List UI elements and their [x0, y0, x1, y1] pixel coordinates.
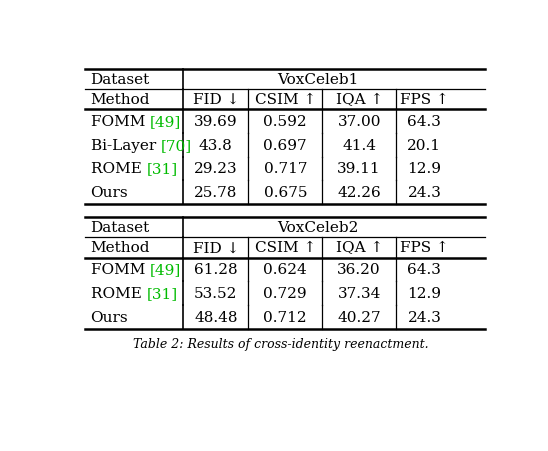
- Text: FPS ↑: FPS ↑: [400, 93, 449, 107]
- Text: Ours: Ours: [90, 310, 128, 324]
- Text: 12.9: 12.9: [407, 286, 442, 300]
- Text: Method: Method: [90, 93, 150, 107]
- Text: 37.34: 37.34: [338, 286, 381, 300]
- Text: 24.3: 24.3: [408, 186, 441, 200]
- Text: 29.23: 29.23: [194, 162, 238, 176]
- Text: 64.3: 64.3: [408, 115, 441, 129]
- Text: 0.729: 0.729: [264, 286, 307, 300]
- Text: 53.52: 53.52: [194, 286, 237, 300]
- Text: 0.624: 0.624: [264, 263, 307, 277]
- Text: 20.1: 20.1: [407, 138, 442, 152]
- Text: [70]: [70]: [161, 138, 192, 152]
- Text: FID ↓: FID ↓: [193, 93, 239, 107]
- Text: 40.27: 40.27: [338, 310, 381, 324]
- Text: [49]: [49]: [150, 263, 181, 277]
- Text: 0.697: 0.697: [264, 138, 307, 152]
- Text: 0.592: 0.592: [264, 115, 307, 129]
- Text: VoxCeleb2: VoxCeleb2: [277, 221, 359, 235]
- Text: 24.3: 24.3: [408, 310, 441, 324]
- Text: 12.9: 12.9: [407, 162, 442, 176]
- Text: 0.717: 0.717: [264, 162, 307, 176]
- Text: 41.4: 41.4: [342, 138, 376, 152]
- Text: 36.20: 36.20: [338, 263, 381, 277]
- Text: FOMM: FOMM: [90, 115, 150, 129]
- Text: [31]: [31]: [146, 286, 178, 300]
- Text: 43.8: 43.8: [199, 138, 233, 152]
- Text: Table 2: Results of cross-identity reenactment.: Table 2: Results of cross-identity reena…: [133, 337, 429, 350]
- Text: 0.712: 0.712: [264, 310, 307, 324]
- Text: 64.3: 64.3: [408, 263, 441, 277]
- Text: 42.26: 42.26: [337, 186, 381, 200]
- Text: 39.69: 39.69: [194, 115, 238, 129]
- Text: 37.00: 37.00: [338, 115, 381, 129]
- Text: IQA ↑: IQA ↑: [335, 241, 383, 255]
- Text: 0.675: 0.675: [264, 186, 307, 200]
- Text: 39.11: 39.11: [338, 162, 381, 176]
- Text: FOMM: FOMM: [90, 263, 150, 277]
- Text: Dataset: Dataset: [90, 221, 150, 235]
- Text: CSIM ↑: CSIM ↑: [255, 93, 316, 107]
- Text: [31]: [31]: [146, 162, 178, 176]
- Text: Ours: Ours: [90, 186, 128, 200]
- Text: FPS ↑: FPS ↑: [400, 241, 449, 255]
- Text: [49]: [49]: [150, 115, 181, 129]
- Text: IQA ↑: IQA ↑: [335, 93, 383, 107]
- Text: ROME: ROME: [90, 286, 146, 300]
- Text: 48.48: 48.48: [194, 310, 238, 324]
- Text: FID ↓: FID ↓: [193, 241, 239, 255]
- Text: VoxCeleb1: VoxCeleb1: [277, 73, 359, 87]
- Text: CSIM ↑: CSIM ↑: [255, 241, 316, 255]
- Text: Bi-Layer: Bi-Layer: [90, 138, 161, 152]
- Text: 61.28: 61.28: [194, 263, 238, 277]
- Text: Method: Method: [90, 241, 150, 255]
- Text: ROME: ROME: [90, 162, 146, 176]
- Text: Dataset: Dataset: [90, 73, 150, 87]
- Text: 25.78: 25.78: [194, 186, 237, 200]
